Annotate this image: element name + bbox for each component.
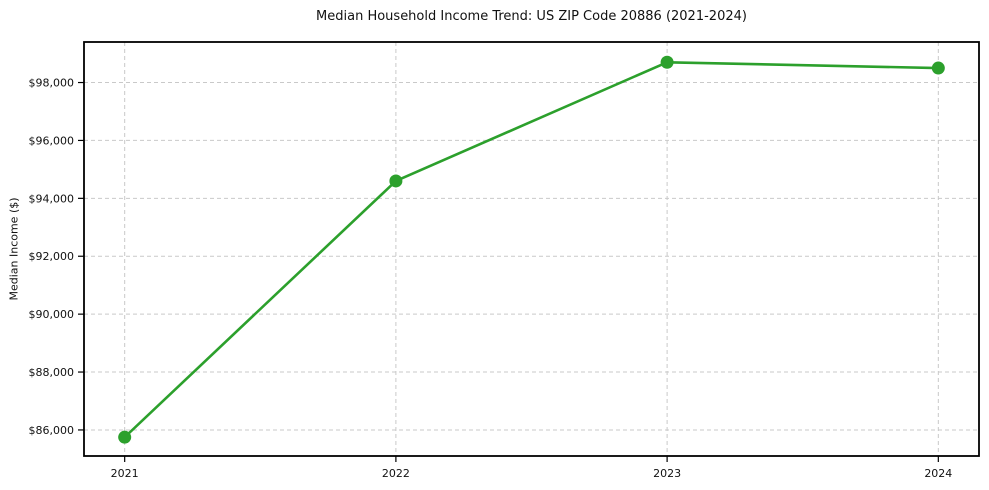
data-point [118,430,132,444]
y-tick-label: $90,000 [29,308,75,321]
chart-title: Median Household Income Trend: US ZIP Co… [316,9,747,24]
x-tick-label: 2024 [924,467,952,480]
data-point [660,55,674,69]
y-tick-label: $86,000 [29,424,75,437]
axes-box [83,41,980,457]
y-tick-label: $92,000 [29,250,75,263]
trend-line [123,60,940,439]
x-tick-label: 2022 [382,467,410,480]
data-point [931,61,945,75]
y-tick-label: $96,000 [29,134,75,147]
x-tick-label: 2023 [653,467,681,480]
y-tick-label: $94,000 [29,192,75,205]
data-point [389,174,403,188]
y-tick-label: $98,000 [29,77,75,90]
y-tick-label: $88,000 [29,366,75,379]
x-tick-label: 2021 [111,467,139,480]
